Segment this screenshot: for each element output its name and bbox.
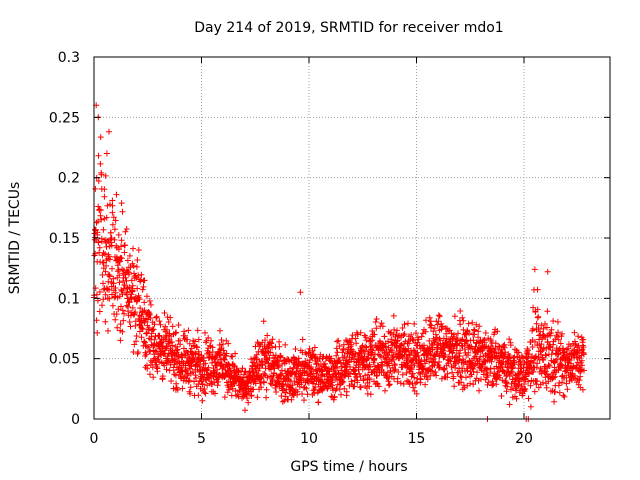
y-tick-label: 0.05 bbox=[49, 352, 80, 368]
x-tick-label: 20 bbox=[515, 431, 533, 447]
y-axis-label: SRMTID / TECUs bbox=[7, 182, 23, 295]
y-tick-label: 0.3 bbox=[58, 50, 80, 66]
x-tick-label: 5 bbox=[197, 431, 206, 447]
x-tick-label: 0 bbox=[90, 431, 99, 447]
x-tick-label: 10 bbox=[300, 431, 318, 447]
y-tick-label: 0.15 bbox=[49, 231, 80, 247]
y-tick-label: 0.2 bbox=[58, 171, 80, 187]
y-tick-label: 0.1 bbox=[58, 291, 80, 307]
y-tick-label: 0 bbox=[71, 412, 80, 428]
y-tick-label: 0.25 bbox=[49, 110, 80, 126]
chart-title: Day 214 of 2019, SRMTID for receiver mdo… bbox=[194, 20, 503, 36]
x-tick-label: 15 bbox=[408, 431, 426, 447]
x-axis-label: GPS time / hours bbox=[290, 459, 407, 475]
axis-ticks: 0 0.05 0.1 0.15 0.2 0.25 0.3 0 5 10 15 20 bbox=[49, 50, 610, 447]
